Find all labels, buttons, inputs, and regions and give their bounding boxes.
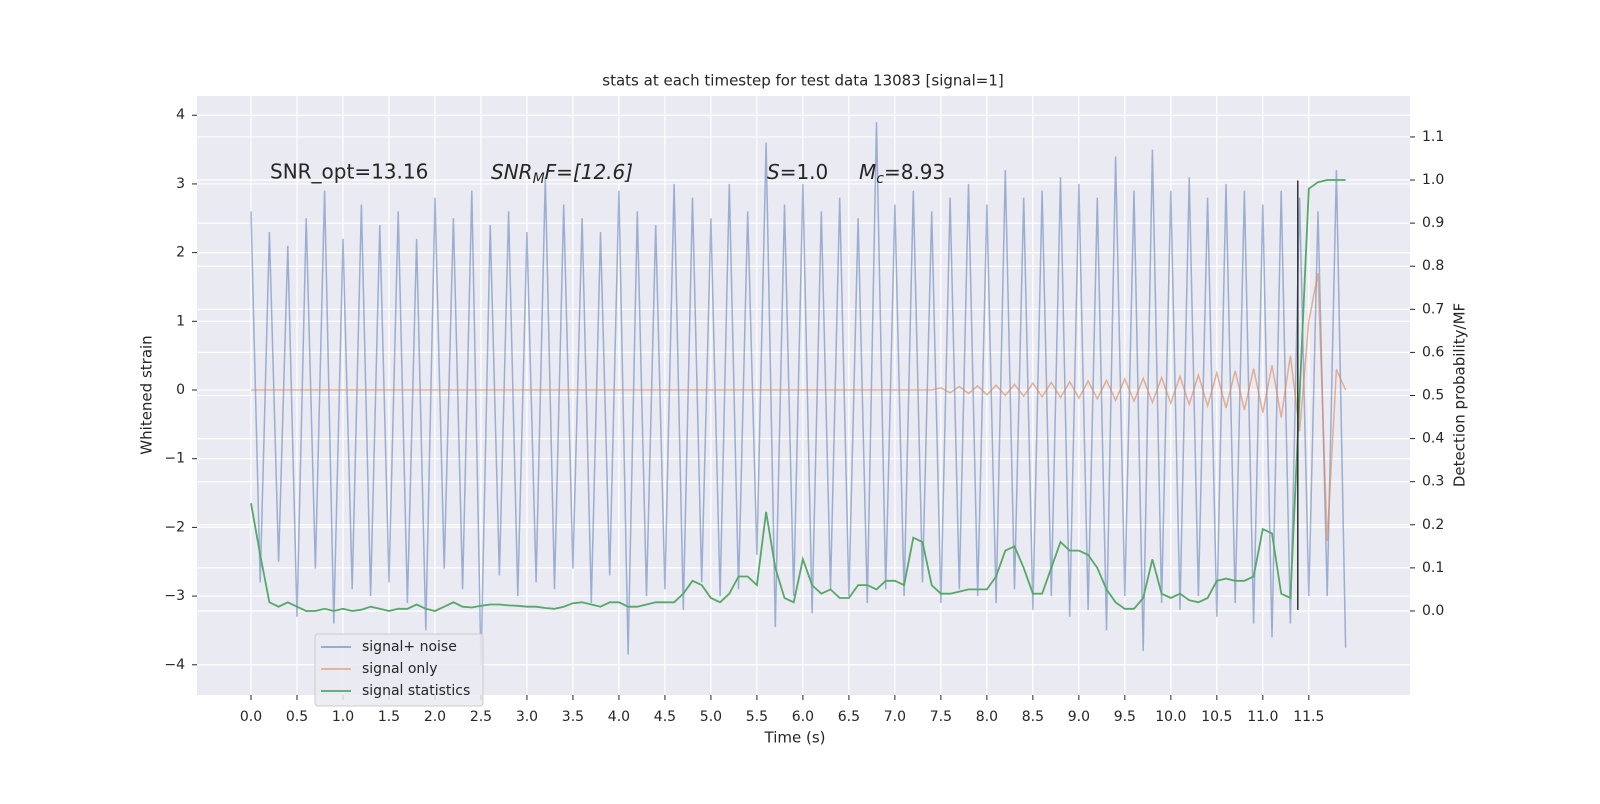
x-tick-label: 7.0: [884, 709, 906, 725]
y-tick-label: −1: [164, 451, 185, 467]
marks: [250, 122, 1347, 665]
x-tick-label: 11.5: [1293, 709, 1324, 725]
annotation-math: SNR: [491, 160, 533, 184]
x-tick-label: 5.5: [746, 709, 768, 725]
y2-tick-label: 0.3: [1422, 474, 1444, 490]
legend-label: signal statistics: [362, 683, 470, 699]
annotation-sub: M: [533, 171, 545, 187]
y-tick-label: 1: [176, 313, 185, 329]
annotation-math: M: [859, 160, 876, 184]
y-tick-label: 4: [176, 107, 185, 123]
x-tick-label: 6.0: [792, 709, 814, 725]
x-tick-label: 9.0: [1068, 709, 1090, 725]
annotation-text: F=[12.6]: [545, 160, 633, 184]
y2-axis-label: Detection probability/MF: [1451, 303, 1469, 487]
y-tick-label: 3: [176, 176, 185, 192]
x-tick-label: 6.5: [838, 709, 860, 725]
x-tick-label: 11.0: [1247, 709, 1278, 725]
legend-box: [314, 633, 484, 707]
x-tick-label: 1.5: [378, 709, 400, 725]
annotation-text: =1.0: [780, 160, 829, 184]
x-tick-label: 5.0: [700, 709, 722, 725]
x-tick-label: 9.5: [1114, 709, 1136, 725]
legend-label: signal only: [362, 661, 437, 677]
y2-tick-label: 0.8: [1422, 258, 1444, 274]
y2-tick-label: 0.9: [1422, 215, 1444, 231]
y2-tick-label: 0.6: [1422, 344, 1444, 360]
y2-tick-label: 0.5: [1422, 388, 1444, 404]
annotation-math: S: [767, 160, 780, 184]
y2-tick-label: 0.7: [1422, 301, 1444, 317]
x-tick-label: 2.5: [470, 709, 492, 725]
x-tick-label: 10.5: [1201, 709, 1232, 725]
y2-tick-label: 0.0: [1422, 603, 1444, 619]
chart-title: stats at each timestep for test data 130…: [602, 72, 1003, 90]
annotation: SNRMF=[12.6]: [491, 160, 633, 188]
x-tick-label: 0.5: [286, 709, 308, 725]
y2-tick-label: 1.0: [1422, 172, 1444, 188]
x-tick-label: 2.0: [424, 709, 446, 725]
foreground: 0.0 0.5 1.0 1.5 2.0 2.5 3.0 3.5 4.0 4.5 5.0 5.5 6.0 6…: [164, 107, 1444, 725]
legend-label: signal+ noise: [362, 639, 457, 655]
x-tick-label: 10.0: [1155, 709, 1186, 725]
annotation: S=1.0: [767, 160, 828, 184]
series-line: [250, 179, 1346, 612]
x-tick-label: 4.5: [654, 709, 676, 725]
x-tick-label: 8.5: [1022, 709, 1044, 725]
x-tick-label: 4.0: [608, 709, 630, 725]
series-line: [251, 273, 1347, 542]
annotation: SNR_opt=13.16: [270, 160, 428, 184]
annotation-sub: c: [876, 171, 884, 187]
x-tick-label: 0.0: [240, 709, 262, 725]
y-tick-label: −2: [164, 519, 185, 535]
x-tick-label: 8.0: [976, 709, 998, 725]
y-axis-label: Whitened strain: [138, 335, 156, 454]
y2-tick-label: 0.4: [1422, 431, 1444, 447]
y2-tick-label: 0.2: [1422, 517, 1444, 533]
y-tick-label: 2: [176, 245, 185, 261]
x-tick-label: 3.0: [516, 709, 538, 725]
annotation: Mc=8.93: [859, 160, 945, 188]
x-tick-label: 7.5: [930, 709, 952, 725]
y2-tick-label: 0.1: [1422, 560, 1444, 576]
y-tick-label: −4: [164, 657, 185, 673]
x-tick-label: 1.0: [332, 709, 354, 725]
y-tick-label: 0: [176, 382, 185, 398]
x-tick-label: 3.5: [562, 709, 584, 725]
annotation-text: =8.93: [884, 160, 945, 184]
y2-tick-label: 1.1: [1422, 129, 1444, 145]
y-tick-label: −3: [164, 588, 185, 604]
x-axis-label: Time (s): [764, 729, 826, 747]
